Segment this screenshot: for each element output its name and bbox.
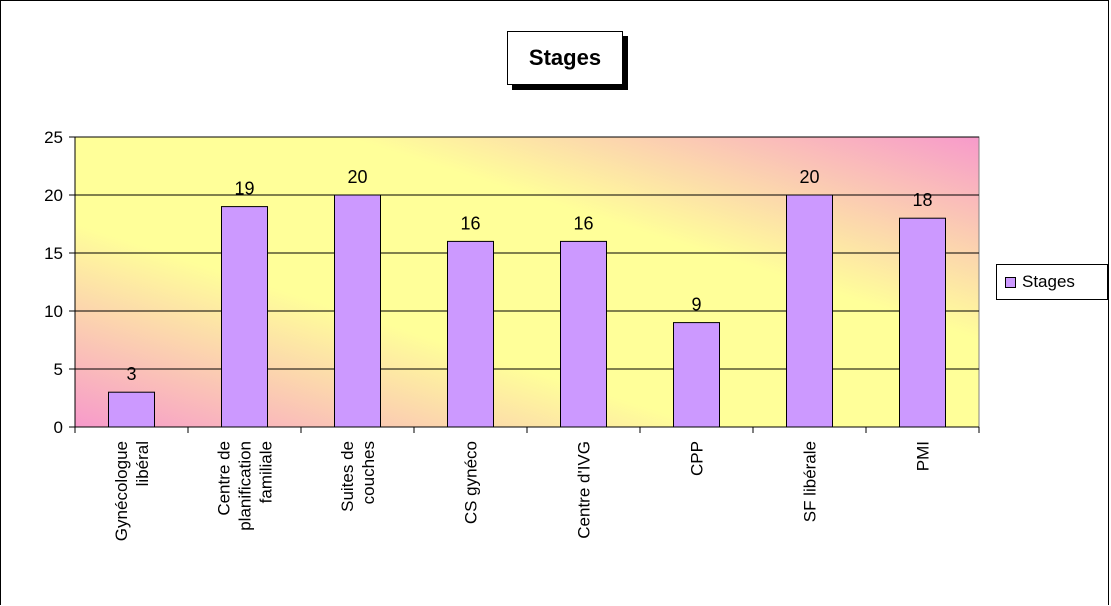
x-category-label: PMI <box>914 441 933 471</box>
data-label: 16 <box>460 213 480 233</box>
data-label: 9 <box>691 295 701 315</box>
x-category-label: Centre d'IVG <box>575 441 594 539</box>
data-label: 16 <box>573 213 593 233</box>
data-label: 3 <box>126 364 136 384</box>
x-category-label-line: Gynécologue <box>112 441 131 541</box>
y-tick-label: 5 <box>54 360 63 379</box>
y-tick-label: 10 <box>44 302 63 321</box>
y-tick-label: 15 <box>44 244 63 263</box>
bar <box>334 194 381 428</box>
x-category-label-line: Centre d'IVG <box>575 441 594 539</box>
x-category-label-line: CS gynéco <box>462 441 481 524</box>
bar <box>560 240 607 428</box>
bar <box>786 194 833 428</box>
x-category-label: Centre de planification familiale <box>215 441 276 531</box>
chart-legend: Stages <box>996 264 1108 300</box>
data-label: 20 <box>799 167 819 187</box>
bar <box>673 322 720 428</box>
y-tick-label: 20 <box>44 186 63 205</box>
chart-title: Stages <box>507 31 623 85</box>
x-category-label-line: Centre de <box>215 441 234 516</box>
legend-swatch <box>1005 276 1016 288</box>
y-tick-label: 25 <box>44 128 63 147</box>
bar <box>221 206 268 428</box>
x-category-label: Gynécologue libéral <box>112 441 152 541</box>
x-category-label-line: Suites de <box>338 441 357 512</box>
x-category-label-line: libéral <box>133 441 152 486</box>
data-label: 19 <box>234 179 254 199</box>
x-category-label-line: CPP <box>688 441 707 476</box>
plot-area <box>74 136 980 428</box>
x-category-label: SF libérale <box>801 441 820 522</box>
x-category-label-line: couches <box>359 441 378 504</box>
bar <box>447 240 494 428</box>
data-label: 18 <box>912 190 932 210</box>
y-tick-label: 0 <box>54 418 63 437</box>
x-category-label-line: planification <box>236 441 255 531</box>
x-category-label-line: PMI <box>914 441 933 471</box>
x-category-label: CS gynéco <box>462 441 481 524</box>
x-category-label-line: SF libérale <box>801 441 820 522</box>
bar <box>108 391 155 428</box>
legend-label: Stages <box>1022 272 1075 291</box>
x-category-label: CPP <box>688 441 707 476</box>
x-category-label-line: familiale <box>257 441 276 503</box>
x-category-label: Suites de couches <box>338 441 378 512</box>
data-label: 20 <box>347 167 367 187</box>
bar <box>899 217 946 428</box>
